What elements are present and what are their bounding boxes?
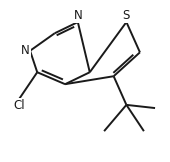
Text: S: S [123,9,130,22]
Text: Cl: Cl [13,99,25,112]
Text: N: N [21,44,30,57]
Text: N: N [73,9,82,22]
